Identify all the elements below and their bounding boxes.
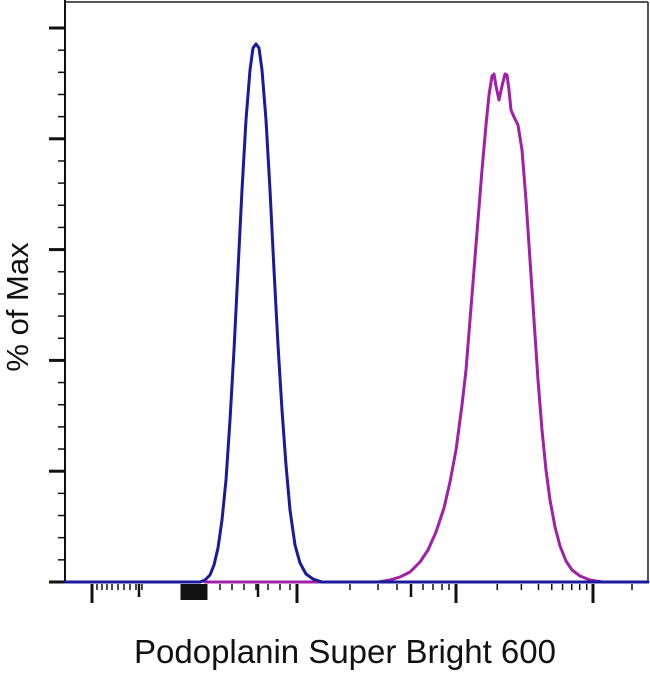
- x-axis-label: Podoplanin Super Bright 600: [134, 633, 556, 670]
- x-axis-ticks: [90, 584, 633, 603]
- series-control-curve: [63, 42, 650, 584]
- y-axis-ticks: [49, 26, 65, 584]
- plot-frame: [64, 0, 649, 583]
- series-podoplanin-curve: [203, 72, 604, 584]
- histogram-series: [63, 42, 650, 584]
- y-axis-label: % of Max: [0, 242, 35, 372]
